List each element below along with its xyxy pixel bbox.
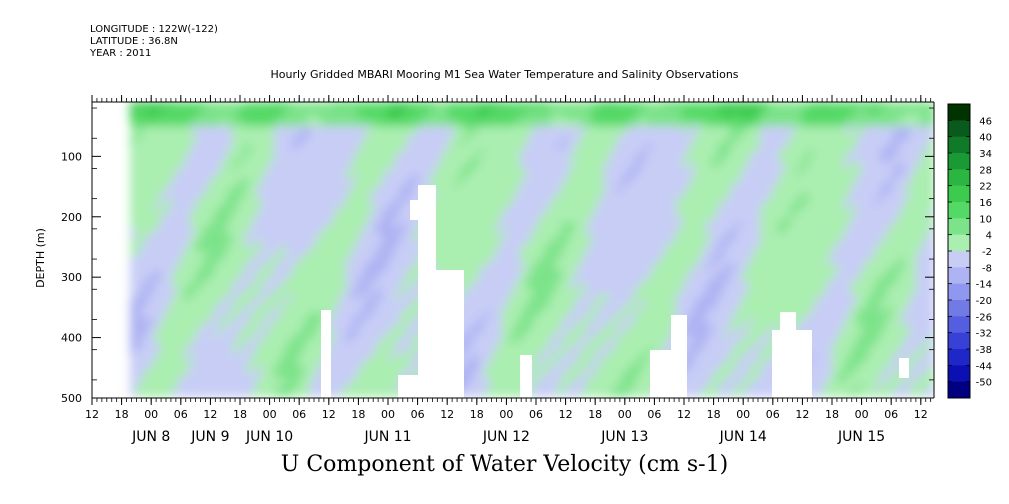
colorbar-label: -26 bbox=[976, 312, 992, 323]
x-hour-tick-label: 12 bbox=[677, 408, 691, 421]
x-hour-tick-label: 00 bbox=[618, 408, 632, 421]
colorbar-label: -20 bbox=[976, 296, 992, 307]
x-date-label: JUN 12 bbox=[482, 429, 530, 445]
colorbar-swatch bbox=[948, 202, 970, 219]
colorbar-label: 34 bbox=[979, 149, 992, 160]
x-date-label: JUN 15 bbox=[837, 429, 885, 445]
longitude-label: LONGITUDE : 122W(-122) bbox=[90, 24, 218, 35]
x-date-label: JUN 14 bbox=[719, 429, 767, 445]
x-hour-tick-label: 06 bbox=[529, 408, 543, 421]
x-hour-tick-label: 06 bbox=[292, 408, 306, 421]
colorbar-swatch bbox=[948, 300, 970, 317]
year-label: YEAR : 2011 bbox=[90, 48, 152, 59]
colorbar-swatch bbox=[948, 251, 970, 268]
colorbar-label: -14 bbox=[976, 280, 992, 291]
colorbar-label: 22 bbox=[979, 182, 992, 193]
x-hour-tick-label: 06 bbox=[884, 408, 898, 421]
y-tick-label: 200 bbox=[61, 211, 82, 224]
colorbar-swatch bbox=[948, 267, 970, 285]
latitude-label: LATITUDE : 36.8N bbox=[90, 36, 178, 47]
x-hour-tick-label: 18 bbox=[351, 408, 365, 421]
x-hour-tick-label: 06 bbox=[411, 408, 425, 421]
colorbar: 46 40 34 28 22 16 10 4 -2 -8 -14 -20 -26 -32 -38 -44 -50 bbox=[947, 103, 992, 399]
y-tick-label: 400 bbox=[61, 332, 82, 345]
colorbar-swatch bbox=[948, 120, 970, 138]
x-hour-tick-label: 12 bbox=[559, 408, 573, 421]
x-date-label: JUN 9 bbox=[190, 429, 229, 445]
x-hour-tick-label: 18 bbox=[115, 408, 129, 421]
y-tick-label: 100 bbox=[61, 150, 82, 163]
colorbar-label: 16 bbox=[979, 198, 992, 209]
x-axis-title: U Component of Water Velocity (cm s-1) bbox=[280, 452, 729, 477]
x-date-label: JUN 10 bbox=[245, 429, 293, 445]
colorbar-label: 40 bbox=[979, 133, 992, 144]
x-hour-tick-label: 06 bbox=[766, 408, 780, 421]
x-hour-tick-label: 18 bbox=[588, 408, 602, 421]
colorbar-label: -38 bbox=[976, 345, 992, 356]
colorbar-label: 4 bbox=[986, 231, 992, 242]
colorbar-swatch bbox=[948, 381, 970, 399]
x-hour-tick-label: 00 bbox=[499, 408, 513, 421]
colorbar-swatch bbox=[948, 153, 970, 170]
colorbar-swatch bbox=[948, 283, 970, 301]
x-hour-tick-label: 12 bbox=[203, 408, 217, 421]
colorbar-swatch bbox=[948, 349, 970, 366]
x-date-label: JUN 11 bbox=[363, 429, 411, 445]
chart-title: Hourly Gridded MBARI Mooring M1 Sea Wate… bbox=[270, 68, 739, 81]
x-hour-tick-label: 00 bbox=[381, 408, 395, 421]
y-tick-label: 300 bbox=[61, 271, 82, 284]
colorbar-label: 46 bbox=[979, 116, 992, 127]
colorbar-label: -44 bbox=[976, 361, 992, 372]
colorbar-swatch bbox=[948, 169, 970, 187]
colorbar-swatch bbox=[948, 316, 970, 334]
colorbar-swatch bbox=[948, 234, 970, 252]
x-hour-tick-label: 00 bbox=[855, 408, 869, 421]
colorbar-label: 10 bbox=[979, 214, 992, 225]
colorbar-label: -2 bbox=[982, 247, 992, 258]
x-hour-tick-label: 18 bbox=[707, 408, 721, 421]
y-tick-label: 500 bbox=[61, 392, 82, 405]
y-axis-label: DEPTH (m) bbox=[34, 228, 47, 288]
plot-axes: 12 18 00 06 12 18 00 06 12 18 00 06 12 18 00 06 12 18 00 06… bbox=[61, 95, 935, 445]
colorbar-label: 28 bbox=[979, 165, 992, 176]
x-hour-tick-label: 00 bbox=[144, 408, 158, 421]
colorbar-swatch bbox=[948, 136, 970, 154]
colorbar-swatch bbox=[948, 104, 970, 121]
x-hour-tick-label: 00 bbox=[263, 408, 277, 421]
x-hour-tick-label: 12 bbox=[322, 408, 336, 421]
colorbar-swatch bbox=[948, 218, 970, 236]
x-date-label: JUN 13 bbox=[600, 429, 648, 445]
colorbar-label: -50 bbox=[976, 378, 992, 389]
x-hour-tick-label: 12 bbox=[85, 408, 99, 421]
x-hour-tick-label: 18 bbox=[470, 408, 484, 421]
colorbar-label: -8 bbox=[982, 263, 992, 274]
x-hour-tick-label: 18 bbox=[233, 408, 247, 421]
x-hour-tick-label: 00 bbox=[736, 408, 750, 421]
colorbar-swatch bbox=[948, 332, 970, 350]
x-hour-tick-label: 06 bbox=[174, 408, 188, 421]
x-hour-tick-label: 18 bbox=[825, 408, 839, 421]
x-hour-tick-label: 06 bbox=[647, 408, 661, 421]
x-hour-tick-label: 12 bbox=[914, 408, 928, 421]
colorbar-swatch bbox=[948, 365, 970, 383]
heatmap-field bbox=[130, 102, 934, 398]
x-hour-tick-label: 12 bbox=[440, 408, 454, 421]
colorbar-swatch bbox=[948, 185, 970, 203]
x-date-label: JUN 8 bbox=[131, 429, 170, 445]
colorbar-label: -32 bbox=[976, 329, 992, 340]
x-hour-tick-label: 12 bbox=[795, 408, 809, 421]
